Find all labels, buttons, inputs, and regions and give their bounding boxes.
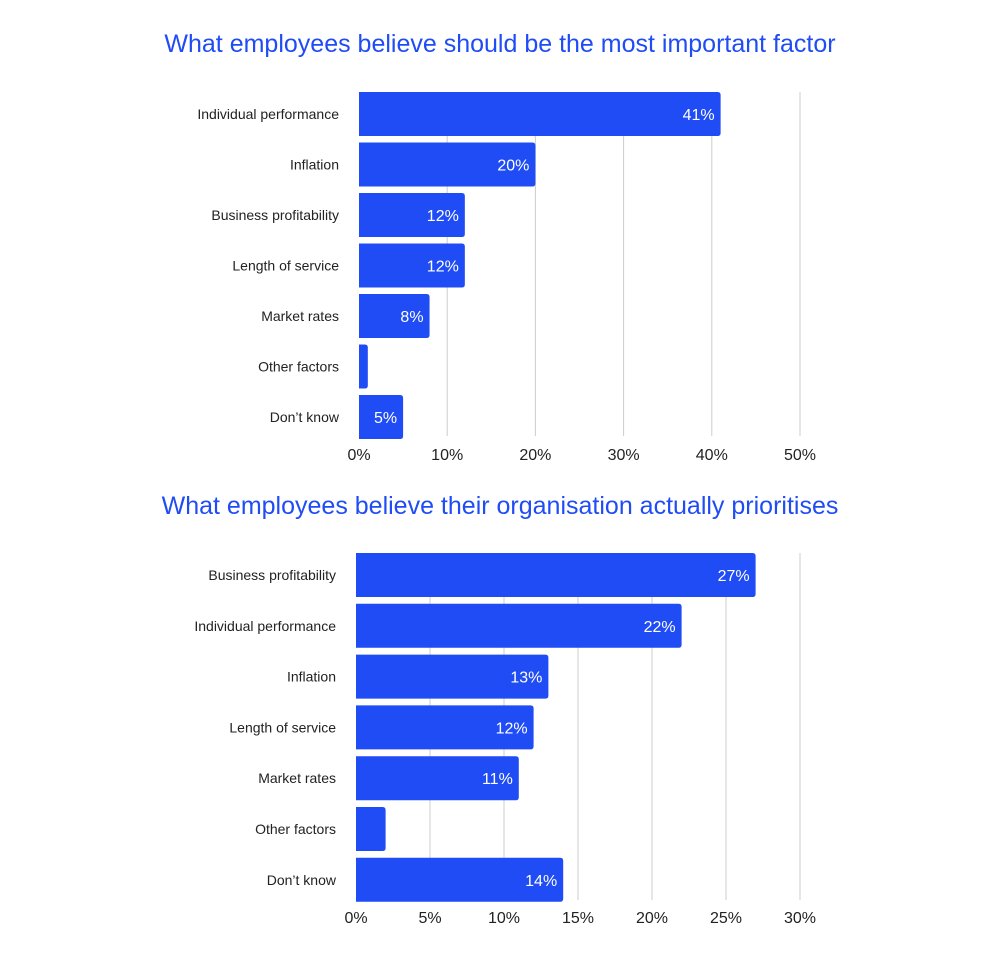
chart-1-tick-label: 0% bbox=[347, 447, 370, 464]
chart-2-bar bbox=[356, 603, 682, 648]
chart-2-category-label: Don’t know bbox=[267, 872, 337, 888]
chart-2-tick-label: 0% bbox=[344, 910, 367, 927]
chart-1-data-label: 12% bbox=[427, 259, 459, 276]
chart-1-category-label: Don’t know bbox=[270, 409, 340, 425]
chart-2-bar bbox=[356, 553, 756, 597]
chart-1-tick-label: 50% bbox=[784, 447, 816, 464]
chart-1-bar bbox=[359, 344, 368, 389]
chart-1-bar bbox=[359, 193, 465, 237]
chart-2-category-label: Other factors bbox=[255, 821, 336, 837]
chart-1-bar bbox=[359, 294, 430, 338]
chart-2-bar bbox=[356, 857, 564, 902]
chart-2-data-label: 12% bbox=[496, 720, 528, 737]
chart-2-data-label: 13% bbox=[510, 670, 542, 687]
chart-2-tick-label: 30% bbox=[784, 910, 816, 927]
chart-1-plot: Individual performance 41% Inflation 20% Bus… bbox=[197, 92, 816, 464]
chart-2-tick-label: 5% bbox=[418, 910, 441, 927]
chart-2-category-label: Individual performance bbox=[194, 618, 336, 634]
chart-1-title: What employees believe should be the mos… bbox=[164, 30, 836, 58]
chart-2-tick-label: 25% bbox=[710, 910, 742, 927]
chart-2-tick-label: 15% bbox=[562, 910, 594, 927]
chart-1-category-label: Market rates bbox=[261, 308, 339, 324]
chart-2-category-label: Length of service bbox=[229, 719, 336, 735]
chart-1-tick-label: 20% bbox=[519, 447, 551, 464]
chart-1-bar bbox=[359, 92, 721, 136]
chart-2-bar bbox=[356, 756, 519, 801]
chart-1-category-label: Inflation bbox=[290, 157, 339, 173]
chart-2-tick-label: 10% bbox=[488, 910, 520, 927]
chart-1-bar bbox=[359, 142, 536, 187]
chart-1-data-label: 5% bbox=[374, 410, 397, 427]
chart-2-bar bbox=[356, 705, 534, 750]
chart-1-bar bbox=[359, 243, 465, 288]
chart-1-category-label: Other factors bbox=[258, 359, 339, 375]
chart-1-category-label: Individual performance bbox=[197, 106, 339, 122]
chart-1-data-label: 20% bbox=[497, 158, 529, 175]
chart-1-data-label: 41% bbox=[683, 107, 715, 124]
chart-1-data-label: 12% bbox=[427, 208, 459, 225]
chart-1-tick-label: 40% bbox=[696, 447, 728, 464]
chart-2-bar bbox=[356, 654, 549, 699]
chart-1-tick-label: 10% bbox=[431, 447, 463, 464]
chart-1-bar bbox=[359, 395, 404, 439]
chart-2-category-label: Inflation bbox=[287, 669, 336, 685]
chart-2-category-label: Business profitability bbox=[208, 567, 336, 583]
chart-1-tick-label: 30% bbox=[608, 447, 640, 464]
chart-2-data-label: 27% bbox=[718, 568, 750, 585]
chart-2-tick-label: 20% bbox=[636, 910, 668, 927]
chart-1-category-label: Length of service bbox=[232, 258, 339, 274]
chart-2-data-label: 11% bbox=[482, 771, 513, 788]
chart-2-data-label: 14% bbox=[525, 873, 557, 890]
chart-1-category-label: Business profitability bbox=[211, 207, 339, 223]
chart-1-data-label: 8% bbox=[400, 309, 423, 326]
chart-2-data-label: 22% bbox=[644, 619, 676, 636]
chart-2-bar bbox=[356, 807, 386, 851]
chart-2-category-label: Market rates bbox=[258, 770, 336, 786]
chart-2-title: What employees believe their organisatio… bbox=[161, 492, 839, 520]
